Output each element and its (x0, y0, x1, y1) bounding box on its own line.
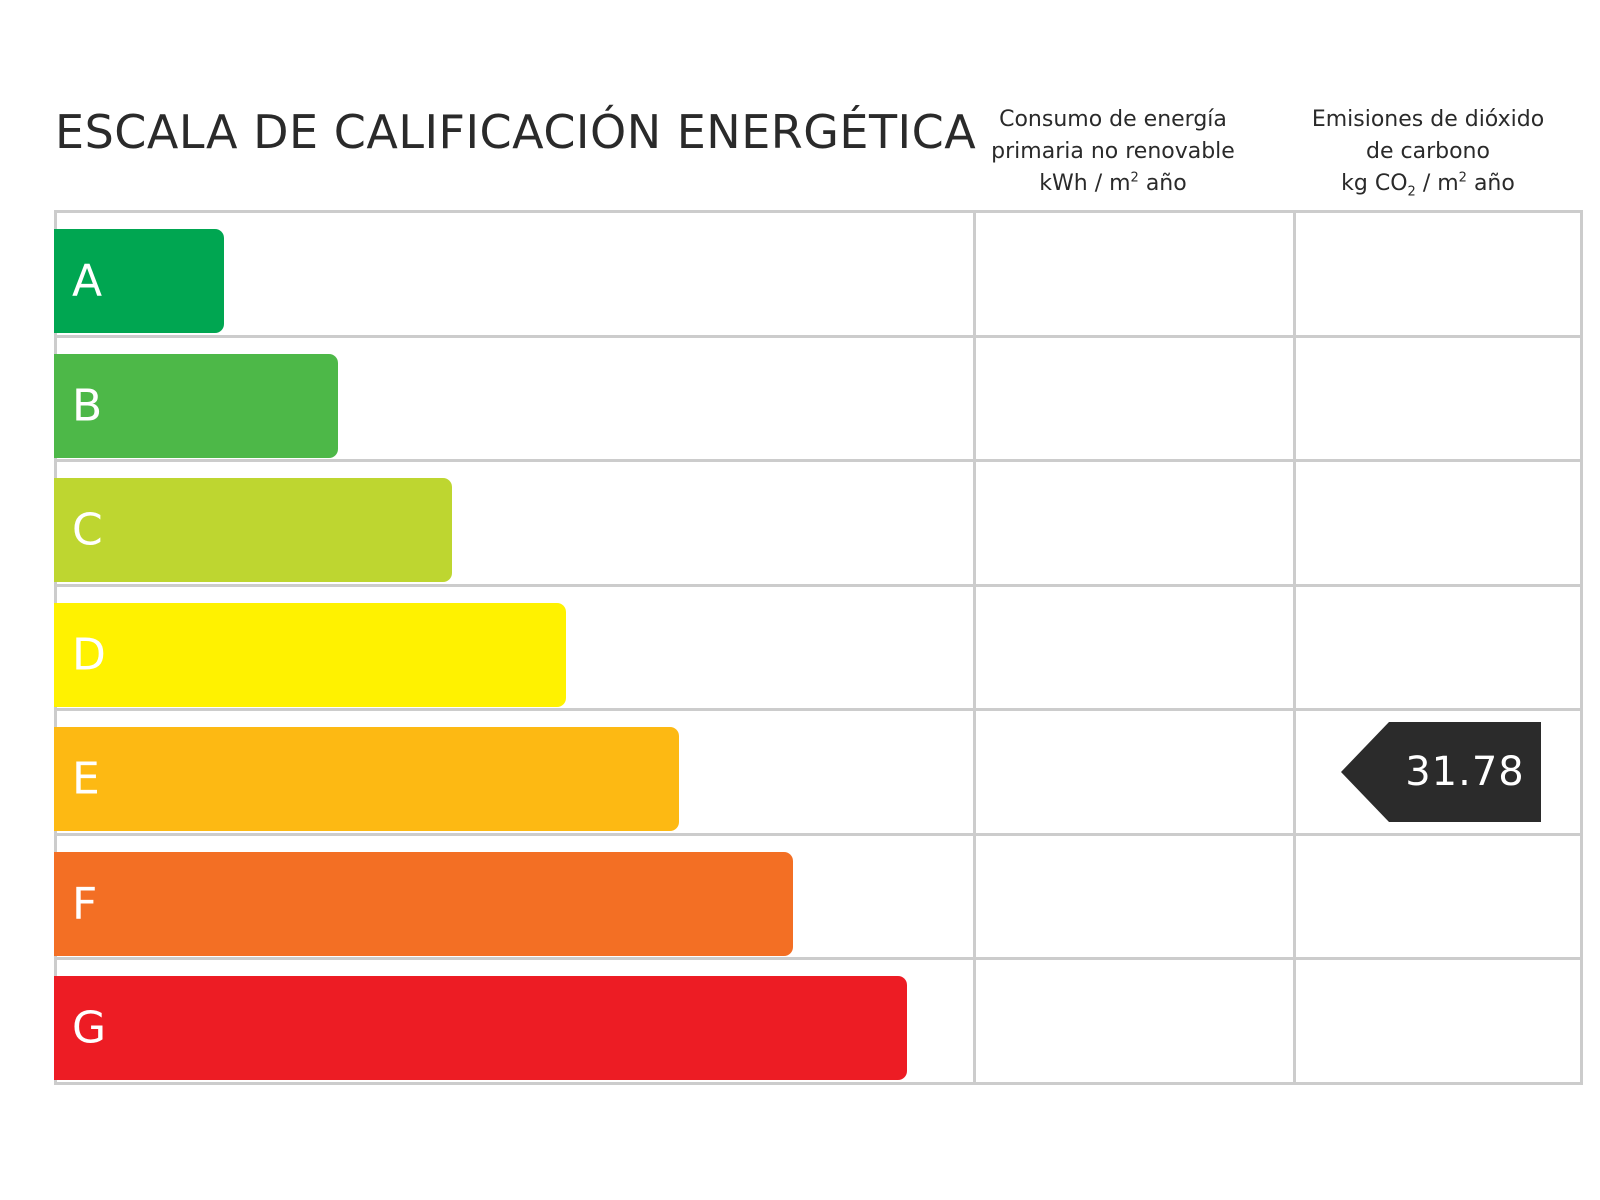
grid-row-line (54, 334, 1583, 338)
grid-row-line (54, 957, 1583, 960)
consumo-header-line2: primaria no renovable (991, 139, 1235, 164)
rating-letter-g: G (72, 1002, 107, 1054)
grid-row-line (54, 1081, 1583, 1085)
rating-bar-d: D (54, 602, 566, 707)
grid-row-line (54, 459, 1583, 462)
emisiones-unit-b: / m (1415, 171, 1459, 196)
rating-letter-b: B (72, 380, 103, 431)
grid-row-line (54, 832, 1583, 836)
rating-bar-b: B (54, 353, 338, 458)
grid-column-line (1580, 210, 1583, 1085)
indicator-arrow-shape (1341, 722, 1541, 823)
rating-bar-c: C (54, 478, 452, 582)
grid-row-line (54, 708, 1583, 711)
consumo-header-line1: Consumo de energía (999, 107, 1227, 132)
page-title: ESCALA DE CALIFICACIÓN ENERGÉTICA (55, 105, 977, 159)
rating-bar-a: A (54, 229, 224, 333)
rating-letter-d: D (72, 629, 106, 680)
emisiones-header-unit: kg CO2 / m2 año (1268, 168, 1588, 200)
rating-bar-g: G (54, 976, 907, 1080)
rating-letter-c: C (72, 504, 103, 556)
consumo-header-unit: kWh / m2 año (955, 168, 1271, 200)
emisiones-header-line1: Emisiones de dióxido (1311, 107, 1545, 132)
indicator-value: 31.78 (1405, 749, 1525, 796)
grid-column-line (1293, 210, 1296, 1085)
rating-letter-e: E (72, 753, 100, 805)
emisiones-unit-sub: 2 (1407, 184, 1416, 200)
emisiones-header-line2: de carbono (1366, 139, 1490, 164)
emisiones-unit-a: kg CO (1341, 171, 1408, 196)
consumo-unit-b: año (1138, 171, 1187, 196)
grid-row-line (54, 210, 1583, 213)
column-header-emisiones: Emisiones de dióxido de carbono kg CO2 /… (1268, 104, 1588, 200)
emisiones-unit-c: año (1466, 171, 1515, 196)
grid-row-line (54, 583, 1583, 587)
rating-letter-f: F (72, 878, 98, 929)
column-header-consumo: Consumo de energía primaria no renovable… (955, 104, 1271, 200)
emisiones-unit-sup: 2 (1458, 170, 1467, 186)
consumo-unit-sup: 2 (1130, 170, 1139, 186)
indicator-arrow-polygon (1341, 722, 1541, 823)
grid-column-line (973, 210, 976, 1085)
rating-indicator-emisiones: 31.78 (1341, 722, 1541, 823)
rating-letter-a: A (72, 255, 103, 307)
consumo-unit-a: kWh / m (1039, 171, 1131, 196)
rating-bar-e: E (54, 727, 680, 831)
rating-bar-f: F (54, 851, 794, 956)
